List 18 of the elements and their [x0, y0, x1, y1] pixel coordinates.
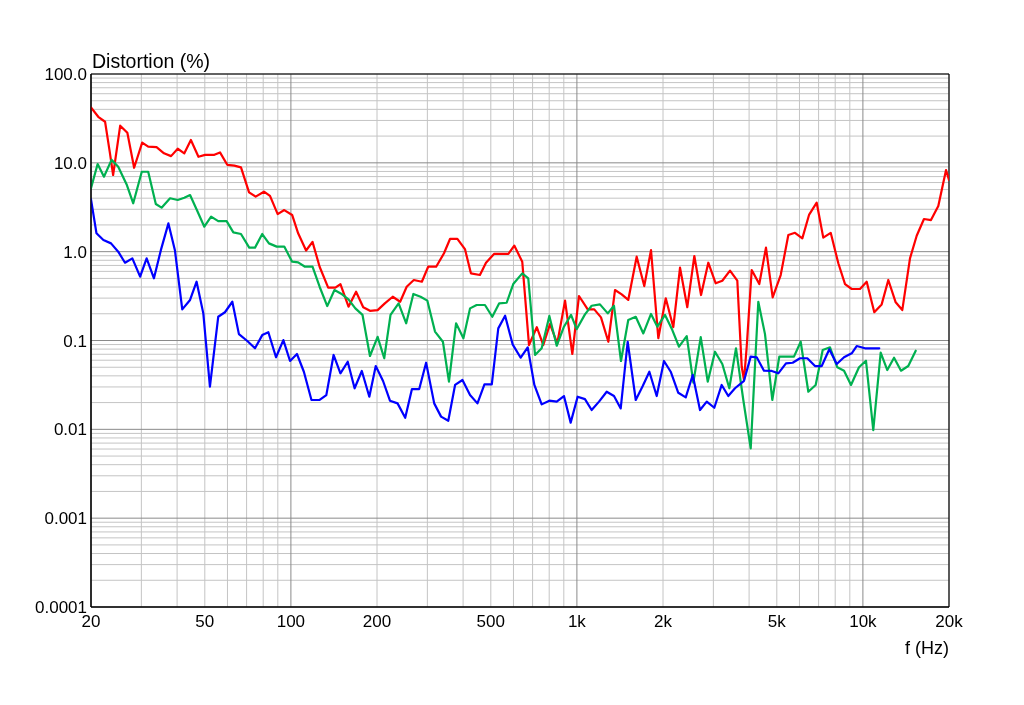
x-tick-label: 50 [195, 612, 215, 632]
y-tick-label: 0.1 [63, 331, 87, 351]
x-axis-title: f (Hz) [905, 638, 949, 658]
x-tick-label: 1k [567, 612, 587, 632]
x-tick-label: 200 [362, 612, 392, 632]
y-tick-label: 1.0 [63, 242, 87, 262]
x-tick-label: 2k [654, 612, 673, 632]
x-tick-label: 20k [935, 612, 964, 632]
y-tick-label: 10.0 [53, 153, 87, 173]
x-tick-label: 20 [81, 612, 101, 632]
y-tick-label: 100.0 [44, 65, 87, 85]
x-tick-label: 5k [767, 612, 787, 632]
x-tick-label: 10k [849, 612, 878, 632]
y-tick-label: 0.001 [44, 509, 87, 529]
y-tick-label: 0.01 [53, 420, 87, 440]
x-tick-label: 100 [276, 612, 306, 632]
y-axis-title: Distortion (%) [92, 50, 211, 72]
x-tick-label: 500 [476, 612, 505, 632]
